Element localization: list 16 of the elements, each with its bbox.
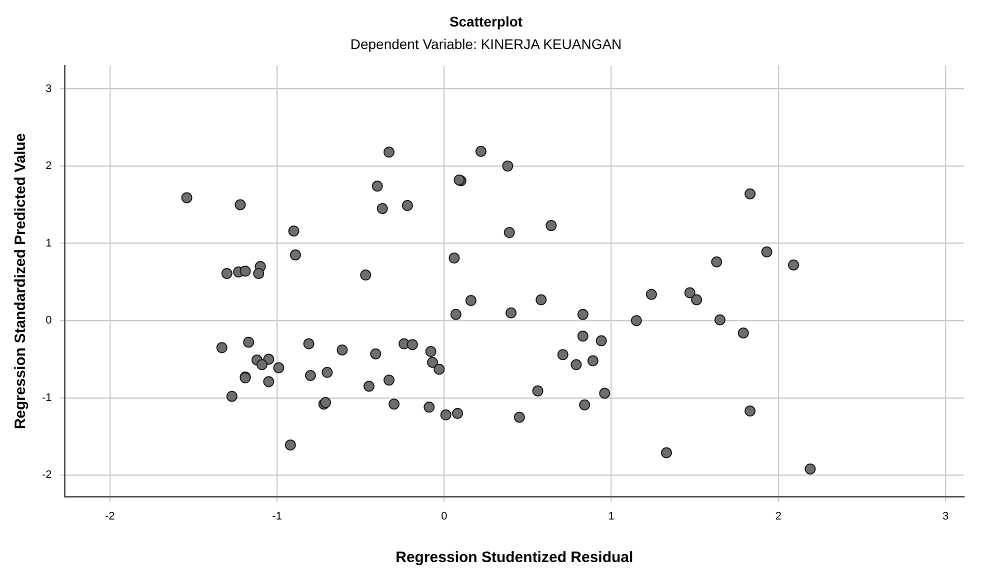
x-tick-label: -2 (105, 510, 115, 522)
y-tick-label: 1 (46, 237, 52, 250)
y-tick-label: 3 (46, 82, 52, 95)
y-tick-label: -2 (42, 469, 52, 482)
y-tick-label: -1 (42, 392, 52, 404)
y-tick-label: 2 (46, 160, 52, 172)
x-tick-label: 1 (608, 510, 614, 522)
x-tick-label: 3 (942, 510, 949, 522)
y-axis-title: Regression Standardized Predicted Value (12, 133, 30, 430)
x-tick-label: 2 (775, 510, 782, 522)
y-tick-label: 0 (46, 314, 52, 327)
chart-title: Scatterplot (449, 13, 523, 30)
chart-subtitle: Dependent Variable: KINERJA KEUANGAN (350, 36, 622, 52)
x-tick-label: 0 (441, 510, 448, 522)
x-axis-title: Regression Studentized Residual (396, 549, 634, 566)
x-tick-label: -1 (272, 510, 282, 522)
